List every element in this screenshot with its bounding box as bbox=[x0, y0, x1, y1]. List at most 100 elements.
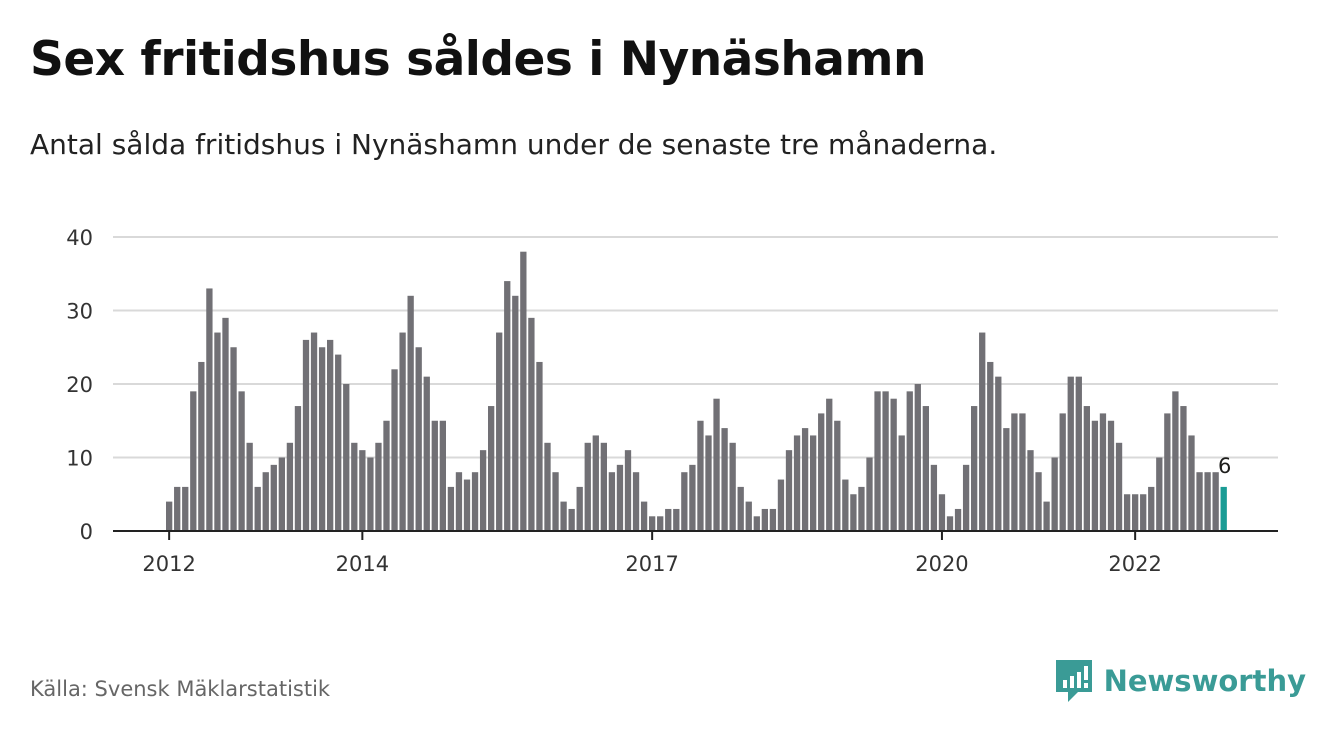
bar bbox=[987, 361, 994, 531]
bar bbox=[1212, 472, 1219, 531]
bar bbox=[214, 332, 221, 531]
bar bbox=[874, 391, 881, 531]
bar bbox=[1083, 406, 1090, 531]
bar bbox=[737, 486, 744, 531]
bar bbox=[689, 464, 696, 531]
bars bbox=[166, 251, 1227, 531]
last-value-label: 6 bbox=[1218, 454, 1231, 478]
bar bbox=[1204, 472, 1211, 531]
bar bbox=[1156, 457, 1163, 531]
bar bbox=[439, 420, 446, 531]
bar bbox=[584, 442, 591, 531]
bar bbox=[182, 486, 189, 531]
bar-chart: 0 10 20 30 40 2012 2014 2017 2020 2022 6 bbox=[66, 226, 1278, 576]
bar bbox=[190, 391, 197, 531]
bar bbox=[270, 464, 277, 531]
bar bbox=[455, 472, 463, 531]
bar bbox=[504, 281, 511, 531]
bar bbox=[801, 428, 809, 531]
bar bbox=[423, 376, 430, 531]
bar bbox=[657, 516, 664, 531]
bar bbox=[206, 288, 213, 531]
bar bbox=[471, 472, 479, 531]
bar bbox=[962, 464, 970, 531]
bar bbox=[479, 450, 487, 531]
bar bbox=[383, 420, 390, 531]
brand-logo[interactable]: Newsworthy bbox=[1055, 660, 1306, 702]
bar bbox=[616, 464, 624, 531]
bar bbox=[166, 501, 173, 531]
bar bbox=[302, 339, 310, 531]
bar bbox=[600, 442, 607, 531]
bar bbox=[335, 354, 342, 531]
x-tick-label: 2017 bbox=[625, 552, 678, 576]
bar bbox=[608, 472, 616, 531]
bar bbox=[834, 420, 841, 531]
bar bbox=[826, 398, 833, 531]
bar bbox=[995, 376, 1002, 531]
bar bbox=[938, 494, 946, 531]
y-tick-label: 30 bbox=[66, 300, 93, 324]
bar bbox=[496, 332, 503, 531]
bar bbox=[922, 406, 929, 531]
bar bbox=[979, 332, 986, 531]
chart-subtitle: Antal sålda fritidshus i Nynäshamn under… bbox=[30, 128, 998, 161]
bar bbox=[552, 472, 559, 531]
bar bbox=[254, 486, 261, 531]
bar bbox=[761, 508, 768, 531]
bar bbox=[463, 479, 471, 531]
bar bbox=[729, 442, 736, 531]
bar bbox=[1051, 457, 1058, 531]
x-tick-label: 2020 bbox=[915, 552, 968, 576]
x-tick-label: 2022 bbox=[1108, 552, 1161, 576]
bar bbox=[536, 361, 543, 531]
bar bbox=[230, 347, 237, 531]
brand-name: Newsworthy bbox=[1103, 664, 1306, 698]
bar bbox=[262, 472, 269, 531]
bar bbox=[544, 442, 551, 531]
y-tick-label: 20 bbox=[66, 373, 93, 397]
bar bbox=[930, 464, 938, 531]
bar bbox=[415, 347, 422, 531]
bar bbox=[842, 479, 849, 531]
bar-chart-speech-bubble-icon bbox=[1055, 660, 1092, 702]
bar bbox=[890, 398, 897, 531]
bar bbox=[640, 501, 648, 531]
bar bbox=[391, 369, 398, 531]
axis-labels: 0 10 20 30 40 2012 2014 2017 2020 2022 6 bbox=[66, 226, 1231, 576]
y-tick-label: 0 bbox=[80, 520, 93, 544]
bar bbox=[1123, 494, 1131, 531]
bar bbox=[906, 391, 913, 531]
bar bbox=[1099, 413, 1107, 531]
bar bbox=[431, 420, 438, 531]
bar bbox=[174, 486, 181, 531]
bar bbox=[1164, 413, 1171, 531]
bar bbox=[1091, 420, 1099, 531]
bar bbox=[673, 508, 680, 531]
bar bbox=[1115, 442, 1123, 531]
bar bbox=[785, 450, 793, 531]
bar bbox=[632, 472, 640, 531]
bar-highlight bbox=[1220, 486, 1227, 531]
bar bbox=[705, 435, 712, 531]
bar bbox=[769, 508, 777, 531]
bar bbox=[1059, 413, 1066, 531]
bar bbox=[198, 361, 205, 531]
bar bbox=[745, 501, 752, 531]
x-tick-label: 2014 bbox=[336, 552, 389, 576]
y-tick-label: 40 bbox=[66, 226, 93, 250]
bar bbox=[367, 457, 374, 531]
bar bbox=[568, 508, 575, 531]
axes bbox=[113, 530, 1278, 540]
bar bbox=[1172, 391, 1179, 531]
bar bbox=[914, 384, 921, 531]
bar bbox=[560, 501, 567, 531]
bar bbox=[238, 391, 245, 531]
bar bbox=[1075, 376, 1082, 531]
bar bbox=[343, 384, 350, 531]
bar bbox=[310, 332, 318, 531]
bar bbox=[624, 450, 632, 531]
bar bbox=[592, 435, 599, 531]
bar bbox=[1043, 501, 1050, 531]
x-tick-label: 2012 bbox=[142, 552, 195, 576]
